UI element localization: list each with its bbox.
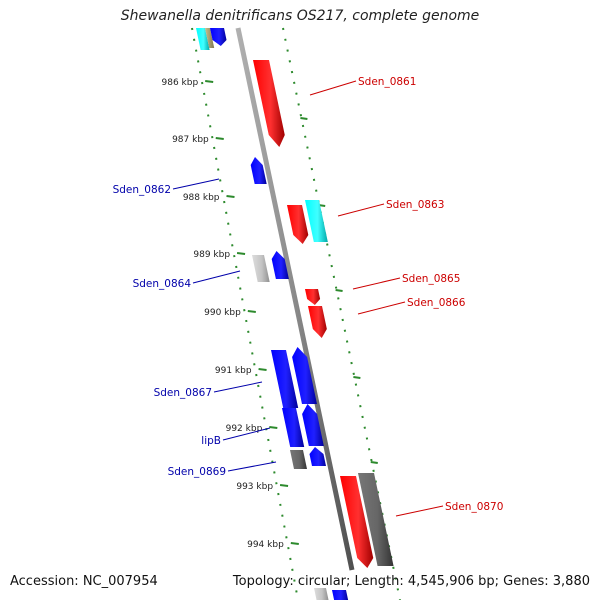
label-leader-line [352, 277, 401, 290]
gene-feature-sden-0867-left[interactable] [271, 350, 299, 408]
gene-label-sden-0866[interactable]: Sden_0866 [407, 297, 466, 309]
genome-backbone [235, 27, 355, 571]
tick-label: 993 kbp [236, 482, 273, 492]
tick-label: 994 kbp [247, 540, 284, 550]
label-leader-line [213, 381, 263, 393]
tick-mark [300, 117, 308, 120]
gene-label-sden-0870[interactable]: Sden_0870 [445, 501, 503, 513]
gene-feature-lightgray[interactable] [252, 255, 270, 282]
gene-feature-sden-0864[interactable] [271, 251, 289, 279]
gene-feature-sden-0863-cyan[interactable] [305, 200, 328, 242]
gene-feature-edge[interactable] [314, 588, 329, 600]
label-leader-line [337, 203, 385, 217]
gene-feature-sden-0866[interactable] [308, 306, 327, 338]
gene-feature-lipb-left[interactable] [282, 408, 305, 447]
label-leader-line [309, 80, 357, 96]
tick-mark [335, 289, 343, 292]
gene-feature-sden-0865[interactable] [305, 289, 321, 305]
tick-marks: 986 kbp 987 kbp 988 kbp 989 kbp 990 kbp 991 k… [162, 78, 378, 550]
tick-label: 989 kbp [193, 250, 230, 260]
tick-label: 988 kbp [183, 193, 220, 203]
label-leader-line [222, 427, 271, 441]
tick-mark [370, 461, 378, 464]
inner-tick-ring [191, 27, 299, 600]
map-title: Shewanella denitrificans OS217, complete… [120, 8, 480, 24]
tick-mark [247, 310, 256, 313]
gene-feature-sden-0863-red[interactable] [287, 205, 309, 244]
tick-label: 991 kbp [215, 366, 252, 376]
gene-feature-sden-0870-red[interactable] [340, 476, 374, 568]
gene-feature-sden-0862[interactable] [250, 157, 267, 184]
gene-feature-sden-0870-gray[interactable] [358, 473, 394, 566]
label-leader-line [357, 301, 406, 315]
tick-mark [353, 376, 361, 379]
tick-mark [269, 426, 278, 429]
label-leader-line [192, 270, 241, 284]
gene-feature-sden-0861[interactable] [253, 60, 285, 147]
gene-features [196, 28, 394, 600]
label-leader-line [395, 505, 444, 517]
label-leader-line [227, 461, 277, 472]
tick-mark [205, 80, 214, 83]
gene-feature-sden-0867-right[interactable] [292, 347, 317, 404]
gene-label-sden-0869[interactable]: Sden_0869 [168, 466, 226, 478]
gene-label-sden-0865[interactable]: Sden_0865 [402, 273, 460, 285]
tick-mark [279, 484, 289, 487]
gene-label-sden-0864[interactable]: Sden_0864 [133, 278, 192, 290]
gene-feature-olive[interactable] [205, 28, 215, 48]
gene-label-sden-0863[interactable]: Sden_0863 [386, 199, 444, 211]
tick-mark [236, 252, 246, 255]
tick-mark [290, 542, 299, 545]
gene-label-sden-0861[interactable]: Sden_0861 [358, 76, 416, 88]
topology-text: Topology: circular; Length: 4,545,906 bp… [232, 574, 590, 589]
gene-feature-blue-small[interactable] [309, 447, 326, 466]
tick-mark [258, 368, 267, 371]
gene-feature-sden-0869[interactable] [290, 450, 307, 469]
tick-mark [215, 137, 224, 140]
tick-label: 992 kbp [226, 424, 263, 434]
gene-label-sden-0867[interactable]: Sden_0867 [154, 387, 212, 399]
label-leader-line [172, 178, 220, 190]
tick-label: 990 kbp [204, 308, 241, 318]
gene-labels: Sden_0861 Sden_0863 Sden_0865 Sden_0866 Sden… [113, 76, 503, 517]
gene-label-sden-0862[interactable]: Sden_0862 [113, 184, 171, 196]
gene-feature-lipb-right[interactable] [302, 404, 324, 446]
gene-label-lipb[interactable]: lipB [201, 435, 221, 447]
tick-label: 986 kbp [162, 78, 199, 88]
tick-label: 987 kbp [172, 135, 209, 145]
accession-text: Accession: NC_007954 [10, 574, 158, 589]
gene-feature-cyan[interactable] [196, 28, 210, 50]
gene-feature-blue[interactable] [210, 28, 227, 46]
gene-feature-edge-blue[interactable] [332, 590, 349, 600]
tick-mark [226, 195, 235, 198]
